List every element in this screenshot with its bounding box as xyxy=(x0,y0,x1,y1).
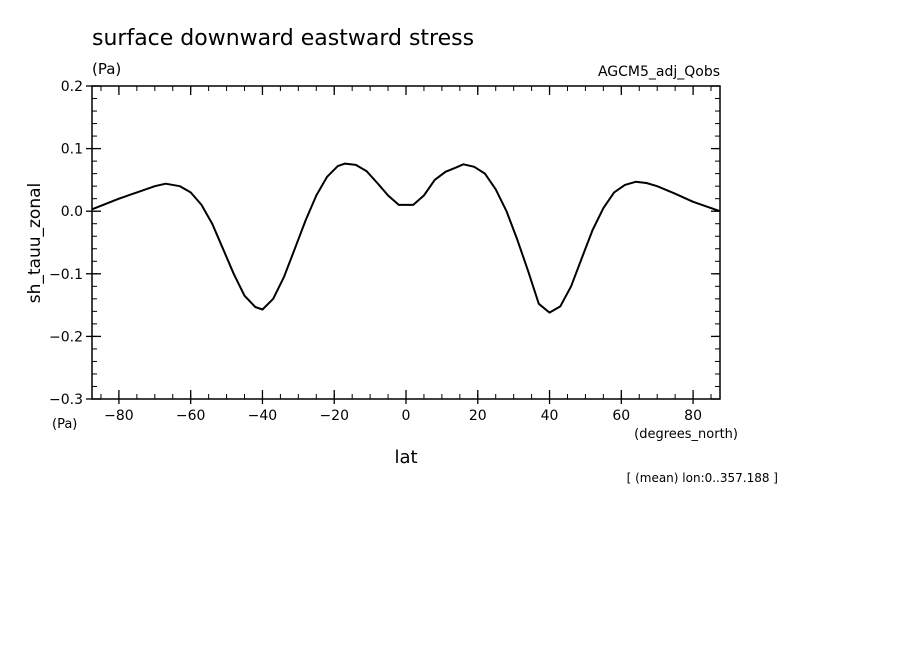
x-units-label: (degrees_north) xyxy=(634,427,738,442)
y-tick-label: 0.0 xyxy=(61,204,83,220)
x-tick-label: 0 xyxy=(402,408,411,424)
footnote: [ (mean) lon:0..357.188 ] xyxy=(627,471,778,485)
plot-frame xyxy=(91,85,721,400)
x-tick-label: 60 xyxy=(612,408,630,424)
y-tick-label: −0.2 xyxy=(49,329,83,345)
x-tick-label: 80 xyxy=(684,408,702,424)
y-axis-tick-labels: −0.3 −0.2 −0.1 0.0 0.1 0.2 xyxy=(49,79,83,408)
x-tick-label: −60 xyxy=(176,408,206,424)
y-tick-label: −0.1 xyxy=(49,267,83,283)
chart-title: surface downward eastward stress xyxy=(92,26,474,51)
y-axis-label: sh_tauu_zonal xyxy=(25,183,45,304)
x-tick-label: −20 xyxy=(319,408,349,424)
x-tick-label: 40 xyxy=(541,408,559,424)
title-units: (Pa) xyxy=(92,60,121,78)
series-line xyxy=(91,162,721,314)
dataset-label: AGCM5_adj_Qobs xyxy=(598,64,720,80)
x-axis-ticks xyxy=(100,86,712,404)
y-tick-label: 0.2 xyxy=(61,79,83,95)
y-tick-label: −0.3 xyxy=(49,392,83,408)
y-tick-label: 0.1 xyxy=(61,142,83,158)
y-units-label: (Pa) xyxy=(52,417,77,432)
x-tick-label: −40 xyxy=(248,408,278,424)
x-tick-label: 20 xyxy=(469,408,487,424)
x-axis-tick-labels: −80 −60 −40 −20 0 20 40 60 80 xyxy=(104,408,702,424)
y-axis-ticks xyxy=(86,85,720,400)
x-tick-label: −80 xyxy=(104,408,134,424)
x-axis-label: lat xyxy=(394,447,417,468)
